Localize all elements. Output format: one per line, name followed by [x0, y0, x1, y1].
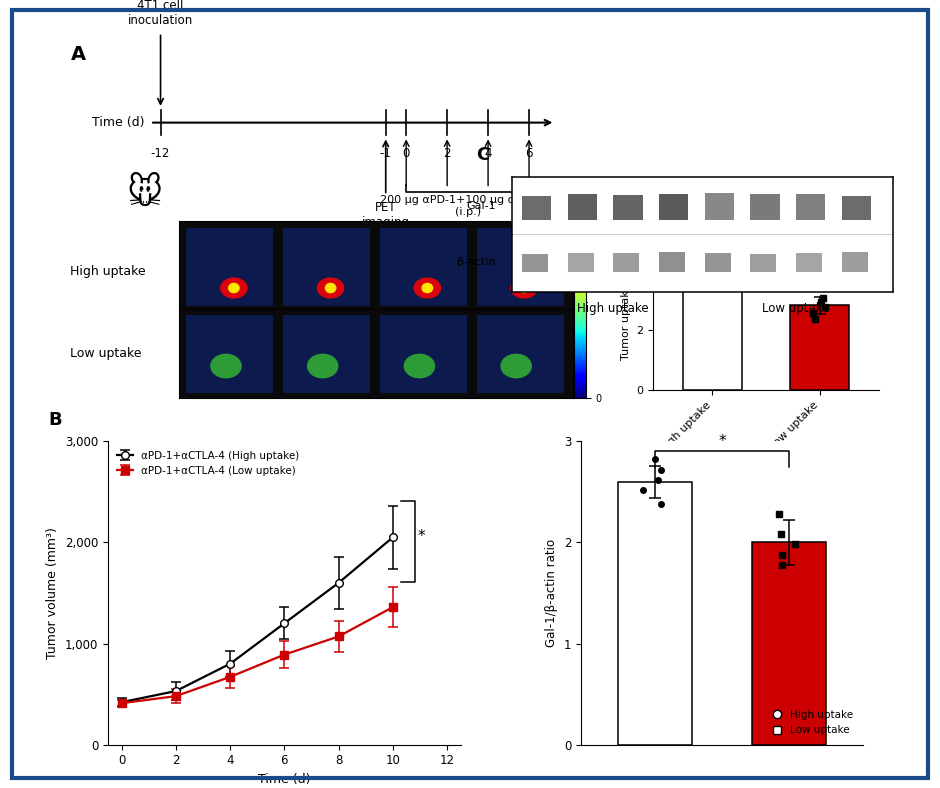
- Text: *: *: [417, 529, 425, 544]
- Bar: [682, 266, 742, 390]
- Ellipse shape: [220, 277, 248, 299]
- Ellipse shape: [500, 354, 532, 378]
- Y-axis label: Tumor volume (mm³): Tumor volume (mm³): [46, 527, 59, 659]
- Point: [814, 296, 829, 309]
- Point: [650, 474, 666, 486]
- Text: 200 µg αPD-1+100 µg αCTLA-4
(i.p.): 200 µg αPD-1+100 µg αCTLA-4 (i.p.): [381, 195, 555, 217]
- Point: [775, 548, 790, 561]
- Text: *: *: [718, 434, 726, 449]
- Point: [654, 498, 669, 511]
- Ellipse shape: [324, 283, 337, 293]
- Text: High uptake: High uptake: [577, 302, 649, 314]
- Bar: [283, 228, 370, 306]
- Point: [818, 301, 833, 314]
- Bar: [750, 254, 776, 272]
- Point: [772, 507, 787, 520]
- Bar: [841, 252, 868, 272]
- Text: Low uptake: Low uptake: [762, 302, 830, 314]
- Bar: [659, 252, 685, 272]
- Legend: αPD-1+αCTLA-4 (High uptake), αPD-1+αCTLA-4 (Low uptake): αPD-1+αCTLA-4 (High uptake), αPD-1+αCTLA…: [114, 447, 304, 480]
- Text: PET
imaging: PET imaging: [362, 201, 410, 229]
- Text: B: B: [48, 411, 62, 429]
- Ellipse shape: [403, 354, 435, 378]
- Point: [653, 463, 668, 476]
- Bar: [568, 253, 594, 272]
- Text: High uptake: High uptake: [70, 266, 146, 278]
- Bar: [659, 194, 688, 220]
- Text: -12: -12: [150, 147, 170, 160]
- Bar: [613, 253, 639, 272]
- Point: [807, 313, 822, 325]
- Text: **: **: [760, 218, 773, 232]
- Point: [806, 307, 821, 319]
- Bar: [186, 314, 274, 392]
- Point: [648, 453, 663, 466]
- Text: 4T1 cell
inoculation: 4T1 cell inoculation: [128, 0, 194, 28]
- Text: Time (d): Time (d): [92, 116, 145, 129]
- Text: A: A: [71, 45, 86, 64]
- Bar: [522, 195, 552, 220]
- Bar: [791, 306, 850, 390]
- Ellipse shape: [421, 283, 433, 293]
- Text: 0: 0: [402, 147, 410, 160]
- Y-axis label: Gal-1/β-actin ratio: Gal-1/β-actin ratio: [545, 539, 558, 647]
- Bar: [477, 228, 564, 306]
- Point: [815, 292, 830, 304]
- Point: [706, 257, 721, 269]
- Bar: [568, 194, 597, 220]
- Legend: High uptake, Low uptake: High uptake, Low uptake: [767, 706, 857, 739]
- Ellipse shape: [306, 354, 338, 378]
- Text: 4: 4: [484, 147, 492, 160]
- Y-axis label: Tumor uptake (%ID/g): Tumor uptake (%ID/g): [621, 239, 631, 360]
- Text: 6: 6: [525, 147, 533, 160]
- Ellipse shape: [317, 277, 344, 299]
- Bar: [477, 314, 564, 392]
- Point: [774, 528, 789, 541]
- Text: 🐭: 🐭: [127, 177, 163, 211]
- Point: [699, 249, 714, 262]
- Bar: [522, 254, 548, 272]
- Bar: [613, 195, 643, 220]
- Text: 2: 2: [444, 147, 451, 160]
- Ellipse shape: [510, 277, 538, 299]
- X-axis label: Time (d): Time (d): [258, 773, 310, 786]
- Point: [788, 538, 803, 551]
- Text: C: C: [477, 146, 490, 164]
- Point: [775, 559, 790, 571]
- Ellipse shape: [227, 283, 240, 293]
- Text: Gal-1: Gal-1: [466, 201, 495, 211]
- Bar: [618, 481, 692, 745]
- Bar: [283, 314, 370, 392]
- Text: -1: -1: [380, 147, 392, 160]
- Bar: [705, 193, 734, 220]
- Text: β-actin: β-actin: [457, 257, 495, 266]
- Bar: [796, 254, 822, 272]
- Point: [703, 273, 718, 286]
- Bar: [380, 228, 467, 306]
- Text: Low uptake: Low uptake: [70, 347, 142, 359]
- Bar: [796, 195, 825, 220]
- Bar: [186, 228, 274, 306]
- Ellipse shape: [518, 283, 530, 293]
- Bar: [705, 253, 730, 272]
- Bar: [841, 195, 871, 220]
- Point: [635, 484, 650, 496]
- Point: [712, 267, 727, 280]
- Point: [709, 262, 724, 274]
- Bar: [750, 195, 780, 220]
- Ellipse shape: [414, 277, 441, 299]
- Ellipse shape: [211, 354, 242, 378]
- Bar: [380, 314, 467, 392]
- Bar: [752, 542, 826, 745]
